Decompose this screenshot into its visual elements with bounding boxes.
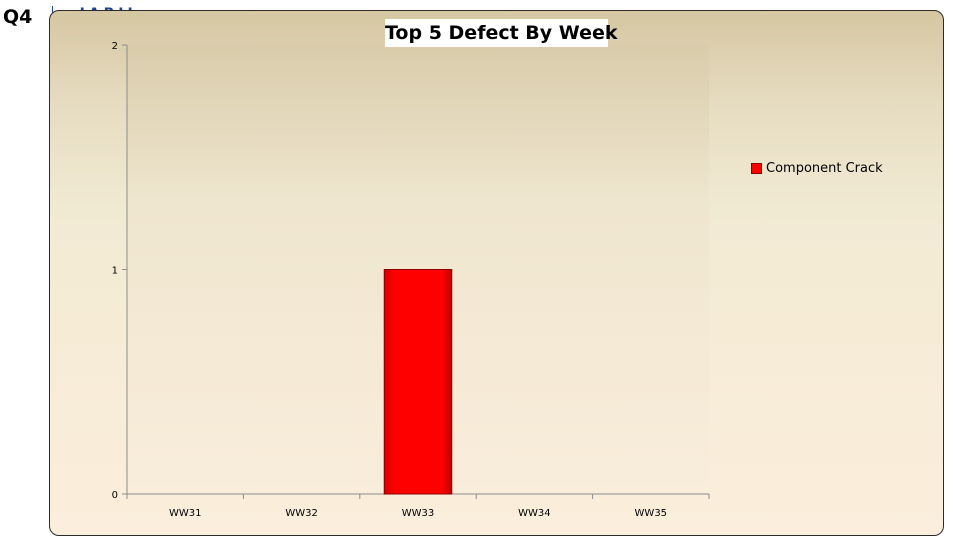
x-tick-label: WW35 <box>635 508 668 519</box>
x-tick-label: WW34 <box>518 508 551 519</box>
legend-label-component-crack: Component Crack <box>766 160 883 176</box>
x-tick-label: WW32 <box>285 508 318 519</box>
y-tick-label: 1 <box>112 266 118 277</box>
y-tick-label: 0 <box>112 490 118 501</box>
legend: Component Crack <box>751 159 883 177</box>
x-tick-label: WW33 <box>402 508 435 519</box>
x-tick-label: WW31 <box>169 508 202 519</box>
bar-ww33 <box>383 269 453 495</box>
y-tick-label: 2 <box>112 41 118 52</box>
quarter-label: Q4 <box>3 6 33 28</box>
legend-swatch-component-crack <box>751 162 762 174</box>
chart-title: Top 5 Defect By Week <box>385 19 617 47</box>
